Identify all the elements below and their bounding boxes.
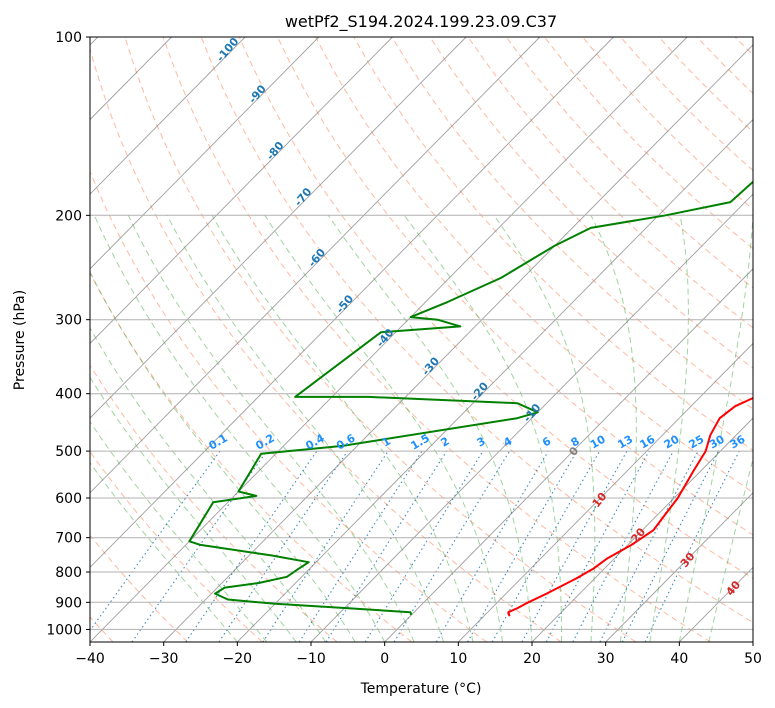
dry-adiabat-line xyxy=(90,364,338,642)
isotherm-line xyxy=(90,37,320,270)
y-tick-label: 400 xyxy=(55,387,82,403)
dry-adiabat-line xyxy=(90,450,263,642)
dry-adiabat-line xyxy=(90,170,487,642)
y-tick-label: 1000 xyxy=(46,622,82,638)
dry-adiabat-line xyxy=(467,37,753,329)
isotherm-line xyxy=(90,37,467,419)
moist-adiabat-line xyxy=(90,270,356,642)
isotherm-line xyxy=(605,492,753,642)
isotherm-line xyxy=(310,193,753,642)
isotherm-line xyxy=(90,37,393,345)
moist-adiabat-line xyxy=(90,327,327,642)
plot-area xyxy=(90,37,753,642)
profile-series xyxy=(188,180,753,617)
x-tick-label: −10 xyxy=(296,651,326,667)
mixing-ratio-line xyxy=(218,450,349,642)
x-tick-label: −20 xyxy=(223,651,253,667)
y-tick-label: 700 xyxy=(55,531,82,547)
y-tick-label: 300 xyxy=(55,313,82,329)
mixing-ratio-line xyxy=(435,450,549,642)
moist-adiabat-line xyxy=(90,420,268,642)
dry-adiabat-line xyxy=(200,37,753,624)
dry-adiabat-line xyxy=(429,37,753,369)
mixing-ratio-line xyxy=(364,450,484,642)
isotherm-line xyxy=(531,417,753,642)
y-tick-label: 600 xyxy=(55,491,82,507)
moist-adiabat-line xyxy=(93,215,386,642)
isotherm-line xyxy=(90,37,614,568)
y-tick-label: 500 xyxy=(55,444,82,460)
moist-adiabat-line xyxy=(90,376,297,642)
moist-adiabat-line xyxy=(590,215,637,642)
x-axis-label: Temperature (°C) xyxy=(360,681,482,697)
x-tick-label: 0 xyxy=(380,651,389,667)
moist-adiabat-line xyxy=(403,215,562,642)
mixing-ratio-line xyxy=(545,450,650,642)
mixing-ratio-line xyxy=(325,450,448,642)
moist-adiabat-line xyxy=(166,215,445,642)
plot-frame xyxy=(89,36,754,643)
dry-adiabat-line xyxy=(391,37,753,410)
dry-adiabat-line xyxy=(90,46,562,642)
chart-title: wetPf2_S194.2024.199.23.09.C37 xyxy=(285,12,557,32)
dry-adiabat-line xyxy=(277,37,753,536)
isotherm-line xyxy=(457,342,753,642)
moist-adiabat-line xyxy=(493,215,596,642)
moist-adiabat-line xyxy=(211,215,474,642)
dry-adiabat-line xyxy=(238,37,753,579)
moist-adiabat-line xyxy=(264,215,503,642)
isotherm-line xyxy=(90,37,246,195)
skewed-isotherms xyxy=(90,37,753,642)
x-tick-label: 30 xyxy=(597,651,615,667)
y-axis-label: Pressure (hPa) xyxy=(12,290,28,390)
mixing-ratio-line xyxy=(262,450,389,642)
moist-adiabat-line xyxy=(327,215,533,642)
pressure-gridlines xyxy=(90,37,753,630)
x-tick-label: 50 xyxy=(744,651,762,667)
y-tick-label: 800 xyxy=(55,565,82,581)
y-tick-label: 200 xyxy=(55,208,82,224)
moist-adiabat-line xyxy=(678,215,753,642)
x-tick-label: 10 xyxy=(449,651,467,667)
y-tick-label: 900 xyxy=(55,595,82,611)
temperature-profile-line xyxy=(507,396,753,617)
dry-adiabat-line xyxy=(353,37,753,451)
dewpoint-profile-line xyxy=(188,180,753,616)
moist-adiabat-line xyxy=(90,461,238,642)
dry-adiabat-line xyxy=(162,37,711,642)
y-axis: 100 200 300 400 500 600 700 800 900 1000 xyxy=(46,30,90,638)
x-tick-label: 40 xyxy=(670,651,688,667)
x-tick-label: 20 xyxy=(523,651,541,667)
moist-adiabats xyxy=(90,215,753,642)
dry-adiabat-line xyxy=(505,37,753,289)
mixing-ratio-line xyxy=(185,450,318,642)
mixing-ratio-line xyxy=(298,450,423,642)
isotherm-line xyxy=(236,118,753,642)
isotherm-line xyxy=(384,268,753,642)
isotherm-line xyxy=(163,44,753,642)
x-axis: −40 −30 −20 −10 0 10 20 30 40 50 xyxy=(75,642,762,667)
x-tick-label: −40 xyxy=(75,651,105,667)
y-tick-label: 100 xyxy=(55,30,82,46)
isotherm-line xyxy=(90,37,541,494)
moist-adiabat-line xyxy=(127,215,415,642)
x-tick-label: −30 xyxy=(149,651,179,667)
